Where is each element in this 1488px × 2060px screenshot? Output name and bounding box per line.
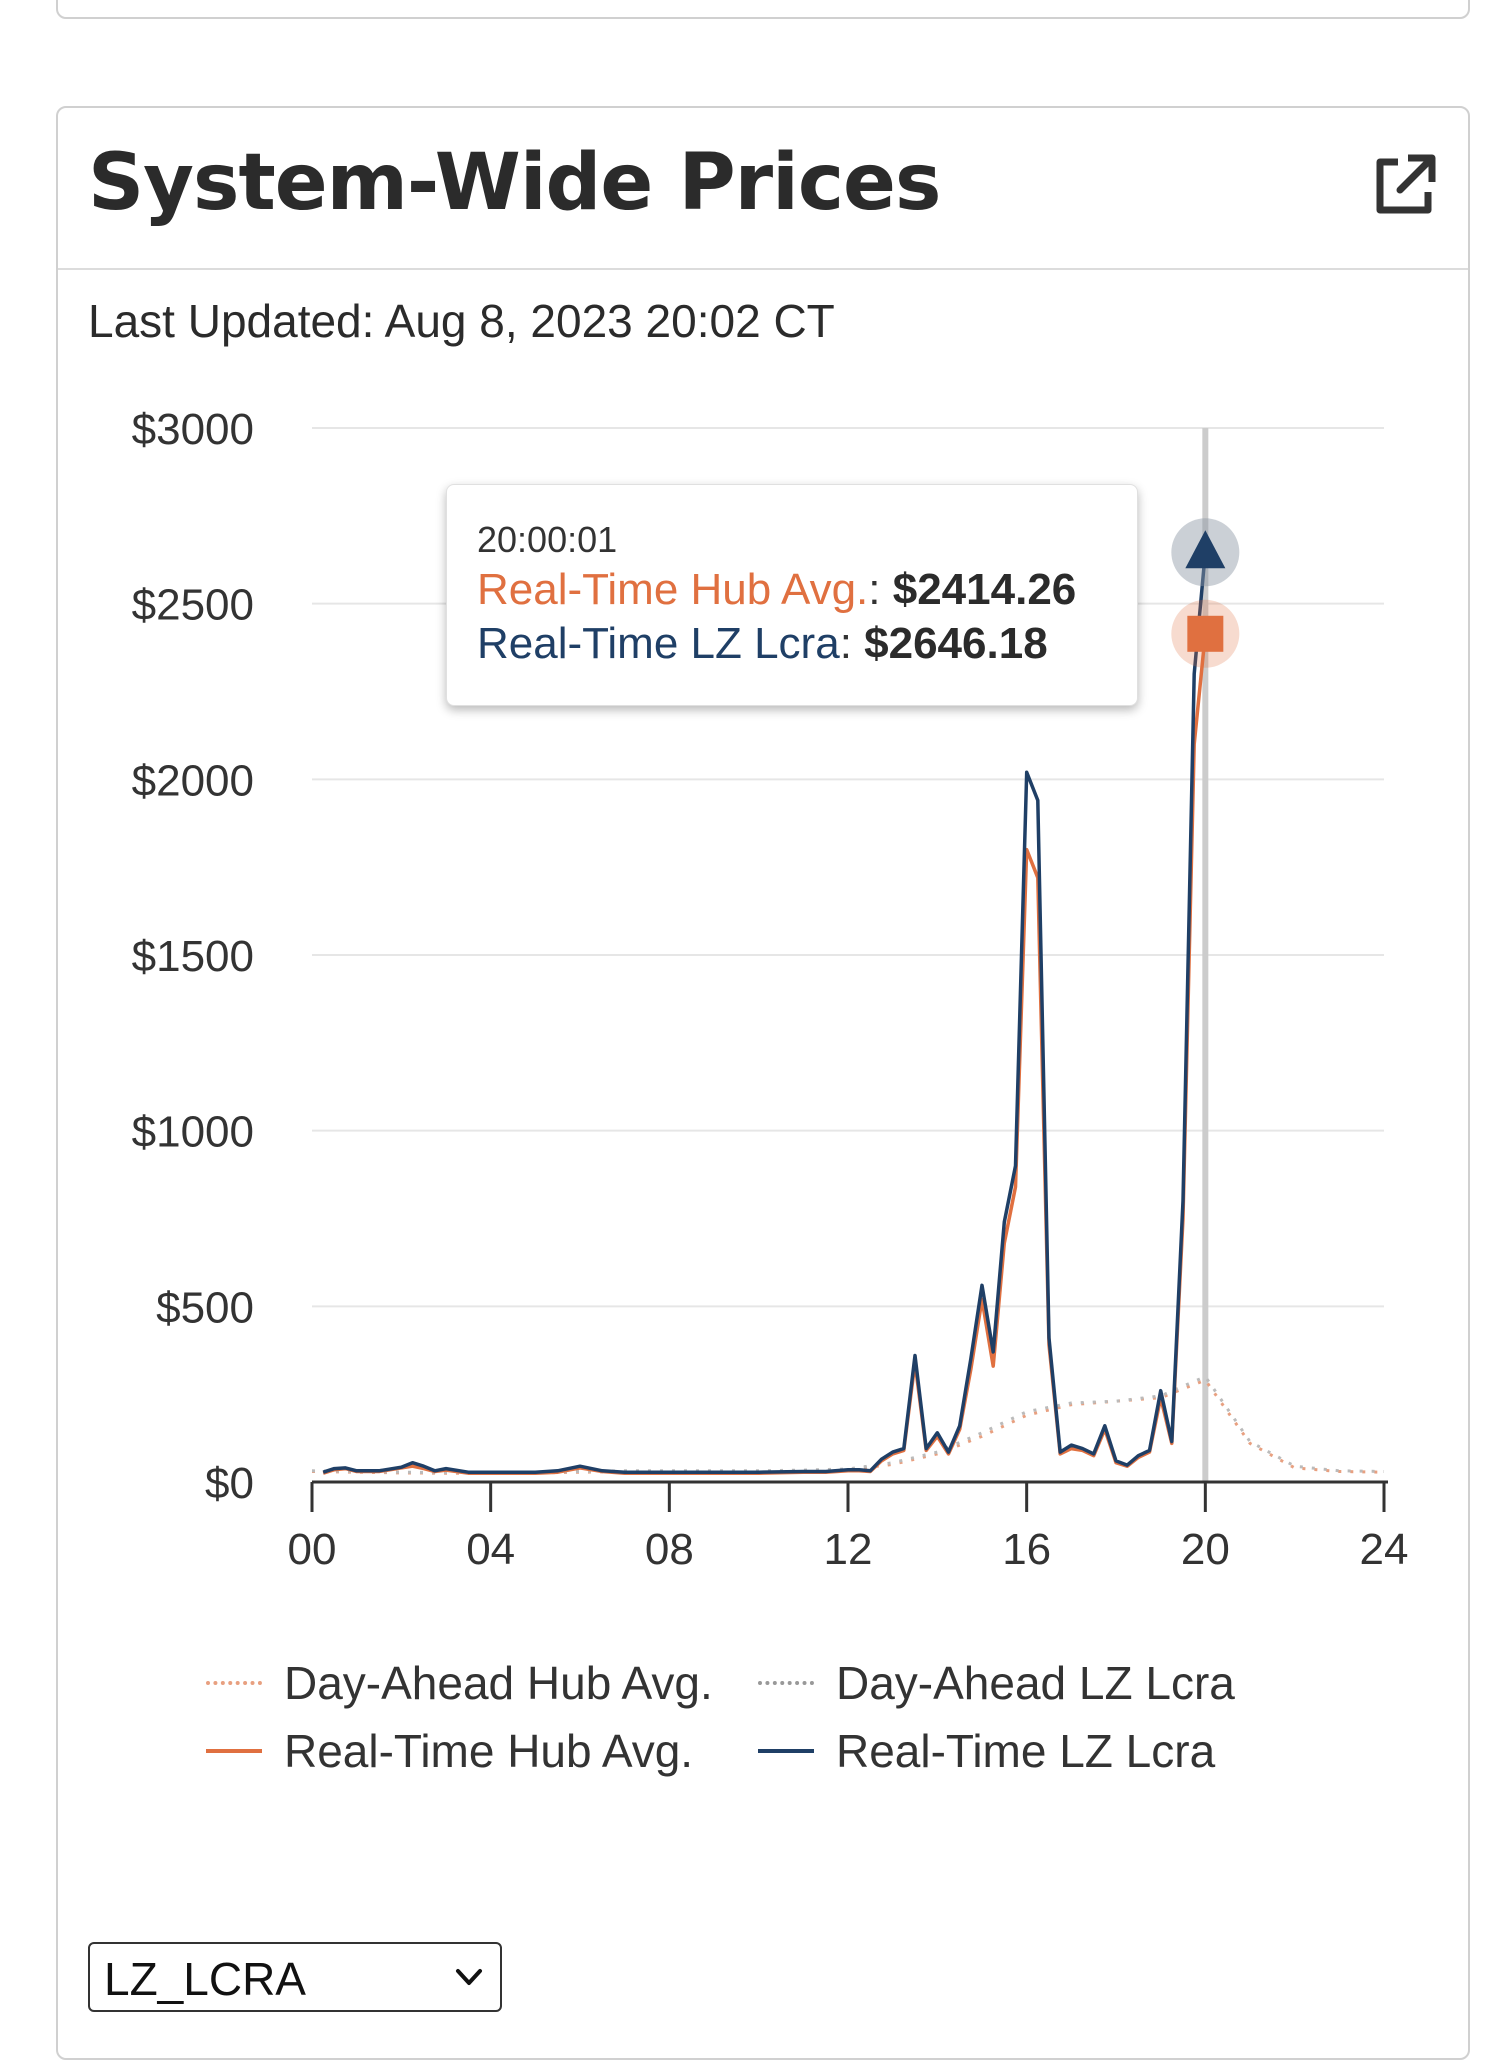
series-line-0 xyxy=(311,1378,1385,1475)
zone-select-value: LZ_LCRA xyxy=(104,1953,306,2005)
axes: $0 $500 $1000 $1500 $2000 $2500 $3000 00 04 08 12 1… xyxy=(132,405,1409,1574)
last-updated: Last Updated: Aug 8, 2023 20:02 CT xyxy=(88,295,835,347)
x-tick-label: 04 xyxy=(466,1525,515,1574)
external-link-icon[interactable] xyxy=(1368,150,1440,222)
legend-swatch xyxy=(758,1748,814,1753)
legend-swatch xyxy=(206,1680,262,1685)
tooltip-label-hub: Real-Time Hub Avg. xyxy=(477,565,869,614)
lz-marker xyxy=(1185,530,1226,569)
legend-item-day-ahead-lz[interactable]: Day-Ahead LZ Lcra xyxy=(758,1656,1235,1710)
tooltip-label-lz: Real-Time LZ Lcra xyxy=(477,619,840,668)
hover-markers xyxy=(1171,518,1240,668)
x-tick-label: 08 xyxy=(645,1525,694,1574)
tooltip-row-hub: Real-Time Hub Avg.: $2414.26 xyxy=(477,565,1077,614)
legend-item-day-ahead-hub[interactable]: Day-Ahead Hub Avg. xyxy=(206,1656,713,1710)
tooltip-row-lz: Real-Time LZ Lcra: $2646.18 xyxy=(477,619,1048,668)
chart-tooltip: 20:00:01 Real-Time Hub Avg.: $2414.26 Re… xyxy=(446,484,1138,706)
legend-item-real-time-lz[interactable]: Real-Time LZ Lcra xyxy=(758,1724,1215,1778)
system-wide-prices-card: System-Wide Prices Last Updated: Aug 8, … xyxy=(56,106,1470,2060)
series-line-2 xyxy=(322,633,1208,1475)
card-title: System-Wide Prices xyxy=(88,138,941,228)
legend-swatch xyxy=(758,1680,814,1685)
card-header: System-Wide Prices xyxy=(58,108,1468,270)
tooltip-value-hub: $2414.26 xyxy=(892,565,1077,614)
chevron-down-icon xyxy=(450,1958,488,1996)
series-lines xyxy=(311,552,1385,1475)
legend-item-real-time-hub[interactable]: Real-Time Hub Avg. xyxy=(206,1724,693,1778)
tooltip-value-lz: $2646.18 xyxy=(864,619,1048,668)
x-tick-label: 24 xyxy=(1360,1525,1409,1574)
x-tick-label: 00 xyxy=(288,1525,337,1574)
series-line-1 xyxy=(311,1375,1385,1474)
price-chart: $0 $500 $1000 $1500 $2000 $2500 $3000 00 04 08 12 1… xyxy=(58,108,1468,2058)
tooltip-time: 20:00:01 xyxy=(477,519,618,560)
x-tick-label: 16 xyxy=(1002,1525,1051,1574)
zone-select[interactable]: LZ_LCRA xyxy=(88,1942,502,2012)
hub-marker xyxy=(1187,615,1224,652)
y-tick-label: $3000 xyxy=(132,405,254,454)
y-tick-label: $0 xyxy=(205,1459,254,1508)
series-line-3 xyxy=(322,552,1208,1474)
y-tick-label: $1500 xyxy=(132,932,254,981)
x-tick-label: 12 xyxy=(824,1525,873,1574)
legend-swatch xyxy=(206,1748,262,1753)
y-tick-label: $2500 xyxy=(132,581,254,630)
y-tick-label: $1000 xyxy=(132,1108,254,1157)
y-tick-label: $500 xyxy=(156,1283,254,1332)
legend-label: Day-Ahead Hub Avg. xyxy=(284,1657,713,1709)
x-tick-label: 20 xyxy=(1181,1525,1230,1574)
y-tick-label: $2000 xyxy=(132,756,254,805)
legend-label: Day-Ahead LZ Lcra xyxy=(836,1657,1235,1709)
previous-card xyxy=(56,0,1470,19)
legend-label: Real-Time Hub Avg. xyxy=(284,1725,694,1777)
legend-label: Real-Time LZ Lcra xyxy=(836,1725,1216,1777)
